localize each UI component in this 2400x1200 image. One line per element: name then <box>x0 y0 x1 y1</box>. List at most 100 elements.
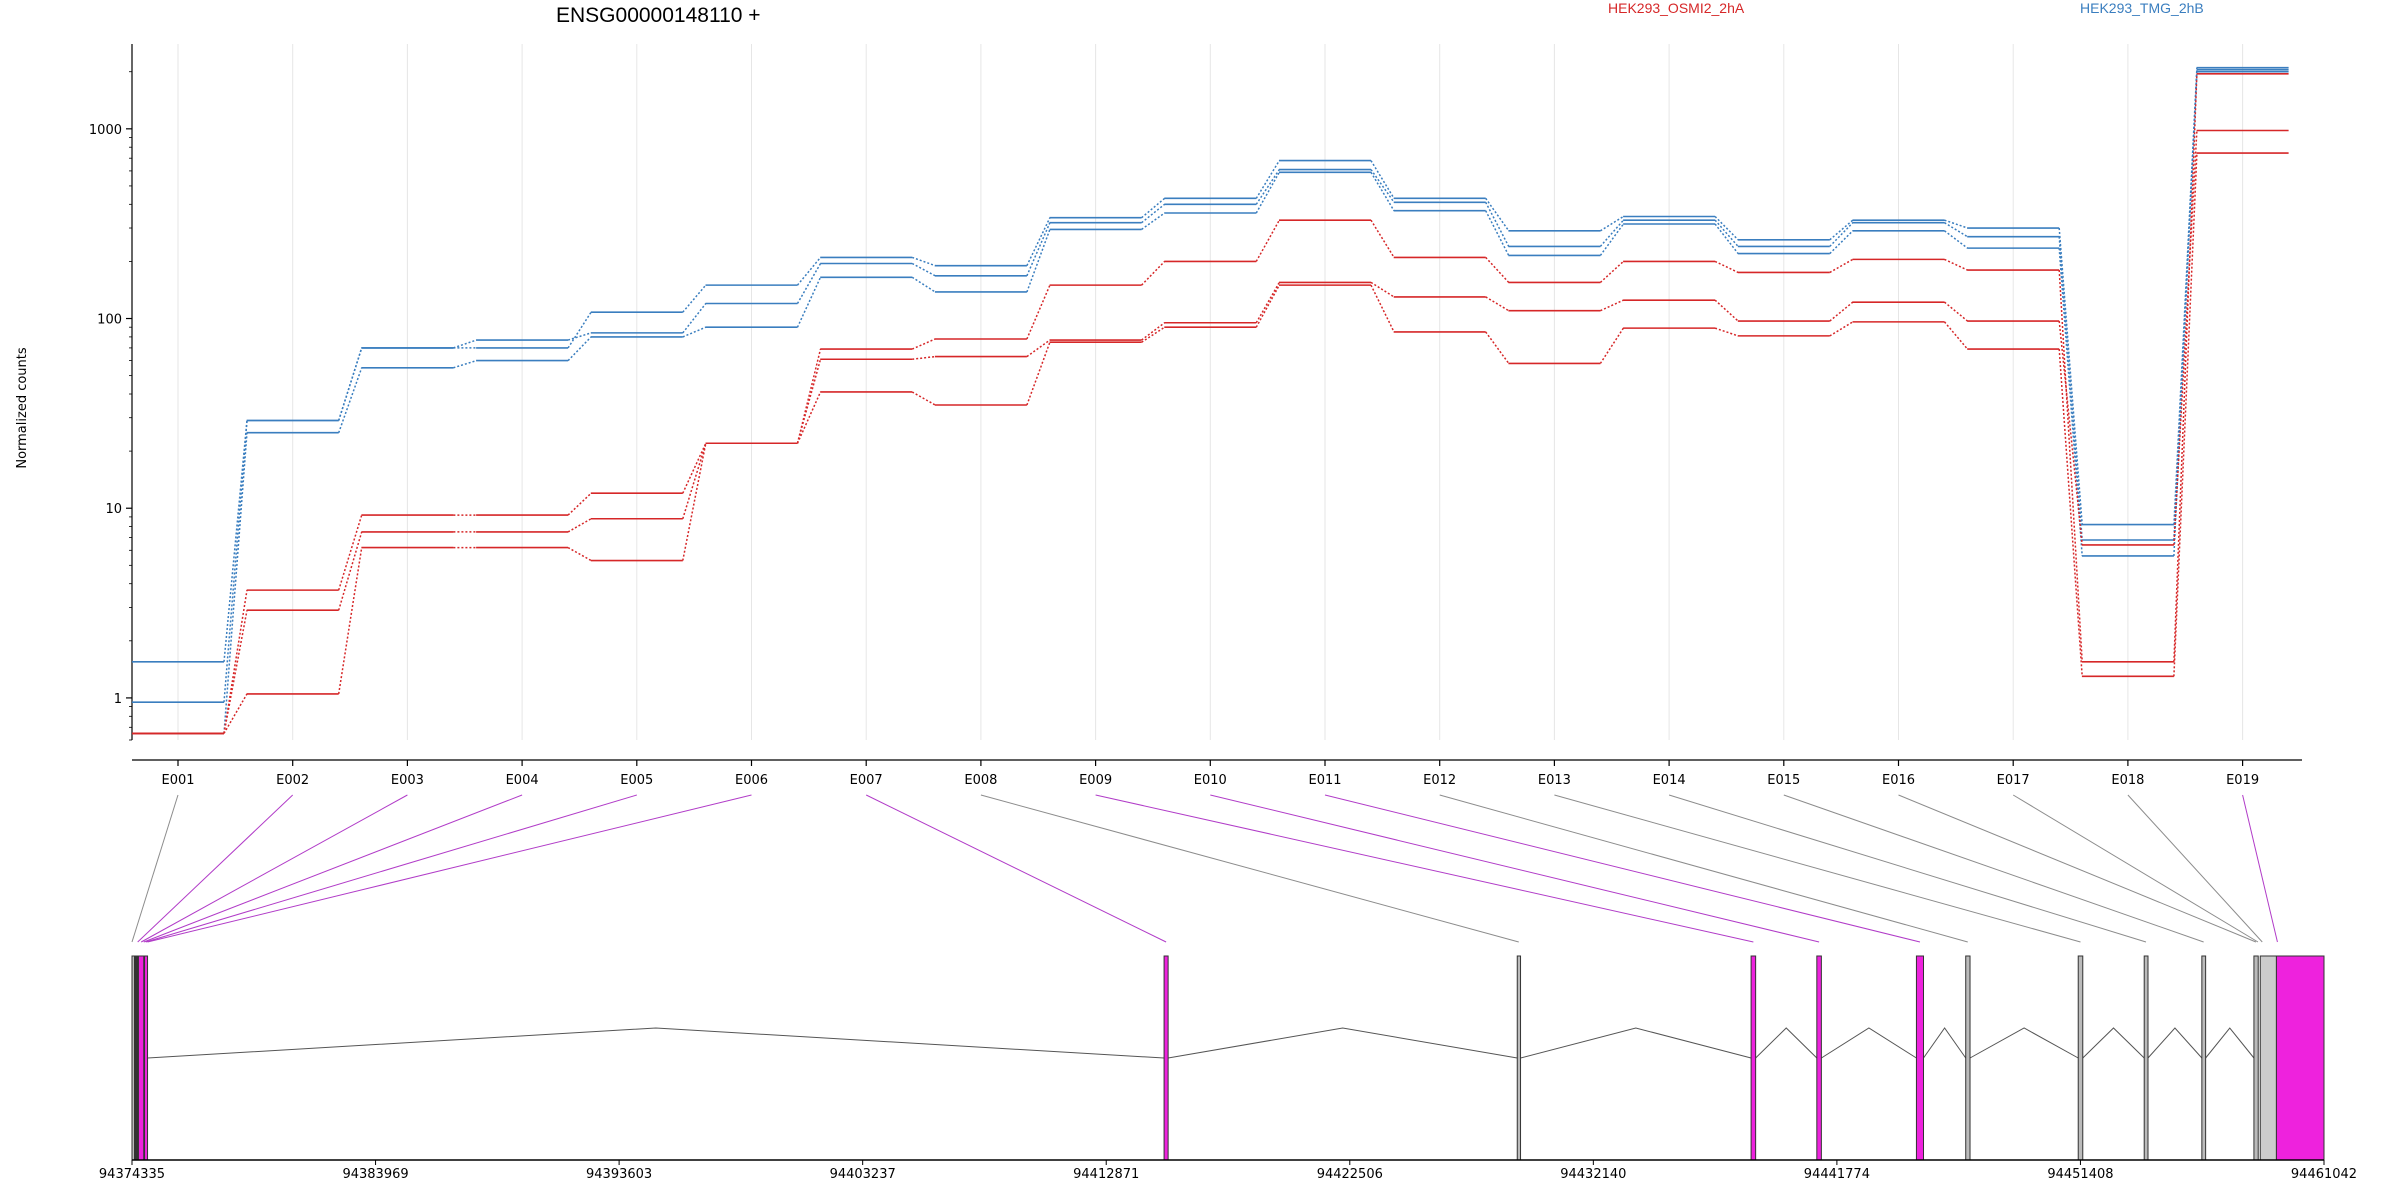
series-connector <box>1599 260 1624 283</box>
series-connector <box>1141 322 1166 341</box>
series-connector <box>1485 201 1510 247</box>
series-connector <box>1600 215 1624 232</box>
exon-connector-e014 <box>1668 794 2147 943</box>
y-tick-label: 1 <box>114 692 122 707</box>
series-connector <box>912 355 936 360</box>
gene-model <box>131 955 2325 1161</box>
series-connector <box>337 367 363 433</box>
genomic-tick-label: 94374335 <box>99 1167 165 1182</box>
series-connector <box>1944 258 1968 271</box>
series-connector <box>1714 327 1739 337</box>
series-connector <box>1944 222 1968 238</box>
series-connector <box>1943 321 1969 350</box>
series-connector <box>1714 219 1739 247</box>
intron-line <box>1821 1027 1917 1059</box>
exon-connector-e019 <box>2242 794 2278 943</box>
exon-connector-e018 <box>2127 794 2263 943</box>
y-tick-label: 100 <box>97 313 122 328</box>
exon-tick-label-e018: E018 <box>2111 773 2144 788</box>
series-connector <box>2173 73 2198 662</box>
exon-connector-e001 <box>131 794 179 943</box>
series-2-hek293-tmg-2hb <box>132 70 2289 735</box>
series-connector <box>1255 282 1280 324</box>
genomic-tick-label: 94441774 <box>1804 1167 1870 1182</box>
exon-connector-e003 <box>140 794 408 943</box>
exon-box <box>2143 955 2149 1161</box>
exon-box <box>2077 955 2084 1161</box>
intron-line <box>2205 1027 2255 1059</box>
series-connector <box>682 442 707 494</box>
exon-box <box>144 955 149 1161</box>
series-connector <box>567 311 592 349</box>
intron-line <box>1969 1027 2079 1059</box>
series-connector <box>682 284 707 313</box>
y-axis: 1 10 100 1000 <box>89 44 133 741</box>
series-connector <box>1714 299 1739 322</box>
series-connector <box>453 339 477 349</box>
series-connector <box>2173 153 2198 677</box>
series-connector <box>567 336 592 362</box>
series-connector <box>1829 301 1854 322</box>
series-connector <box>567 332 592 341</box>
series-connector <box>337 514 363 591</box>
exon-tick-label-e002: E002 <box>276 773 309 788</box>
series-connector <box>1714 215 1739 241</box>
genomic-tick-label: 94403237 <box>830 1167 896 1182</box>
series-connector <box>1944 301 1968 322</box>
series-connector <box>1600 299 1624 312</box>
intron-line <box>147 1027 1165 1059</box>
exon-box <box>2201 955 2207 1161</box>
exon-box <box>137 955 145 1161</box>
series-connector <box>2173 130 2198 546</box>
legend-entry-tmg: HEK293_TMG_2hB <box>2080 0 2204 16</box>
series-connector <box>1255 169 1280 205</box>
exon-box <box>134 955 139 1161</box>
series-connector <box>1599 223 1625 256</box>
exon-connector-e005 <box>145 794 637 943</box>
series-connector <box>1714 260 1739 274</box>
exon-box <box>1163 955 1169 1161</box>
series-connector <box>337 347 363 421</box>
series-connector <box>796 263 822 304</box>
series-connector <box>2058 236 2083 541</box>
series-connector <box>682 443 707 561</box>
series-connector <box>2058 349 2083 677</box>
series-connector <box>223 420 248 703</box>
series-connector <box>1026 284 1051 340</box>
series-connector <box>1026 217 1051 266</box>
series-connector <box>1026 339 1051 358</box>
exon-connector-e017 <box>2012 794 2259 943</box>
series-connector <box>1829 258 1854 274</box>
genomic-tick-label: 94461042 <box>2291 1167 2357 1182</box>
series-connector <box>1370 284 1395 333</box>
exon-box <box>1915 955 1925 1161</box>
series-connector <box>1829 321 1854 337</box>
series-connector <box>682 443 707 519</box>
series-connector <box>1944 230 1968 249</box>
exon-connector-e016 <box>1898 794 2257 943</box>
intron-line <box>1520 1027 1752 1059</box>
series-connector <box>2058 227 2083 525</box>
series-connector <box>1829 219 1854 241</box>
genomic-axis: 94374335 94383969 94393603 94403237 94412871… <box>99 1159 2357 1182</box>
exon-axis: E001 E002 E003 E004 E005 E006 E007 E008 E009 E010… <box>132 759 2302 788</box>
genomic-tick-label: 94393603 <box>586 1167 652 1182</box>
series-connector <box>453 359 477 369</box>
y-tick-label: 10 <box>105 502 122 517</box>
series-connector <box>1370 281 1395 298</box>
exon-box <box>1516 955 1522 1161</box>
series-connector <box>1485 256 1510 283</box>
exon-tick-label-e004: E004 <box>506 773 539 788</box>
series-connector <box>1141 326 1166 343</box>
series-connector <box>1026 229 1051 293</box>
series-connector <box>1141 260 1166 286</box>
series-connector <box>1255 219 1280 262</box>
exon-box <box>2259 955 2277 1161</box>
exon-tick-label-e010: E010 <box>1194 773 1227 788</box>
series-connector <box>223 420 248 662</box>
exon-tick-label-e009: E009 <box>1079 773 1112 788</box>
series-connector <box>567 546 592 562</box>
exon-connector-e010 <box>1210 794 1820 943</box>
series-connector <box>796 256 822 286</box>
